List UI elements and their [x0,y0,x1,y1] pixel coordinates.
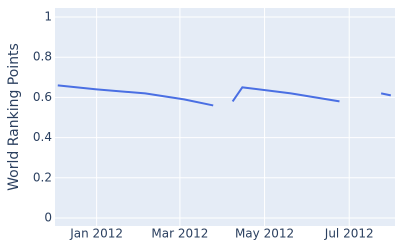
x-tick-label: Jul 2012 [324,227,374,241]
x-tick-label: Jan 2012 [69,227,123,241]
y-axis-title: World Ranking Points [6,43,22,191]
x-tick-label: Mar 2012 [151,227,208,241]
line [231,86,340,103]
y-tick-label: 1 [44,10,52,24]
y-tick-label: 0.2 [33,170,52,184]
x-tick-label: May 2012 [235,227,294,241]
line [57,84,214,107]
line [380,92,392,97]
y-tick-label: 0.4 [33,130,52,144]
plot-background [55,8,395,226]
y-tick-label: 0 [44,211,52,225]
y-tick-label: 0.6 [33,90,52,104]
y-tick-label: 0.8 [33,50,52,64]
